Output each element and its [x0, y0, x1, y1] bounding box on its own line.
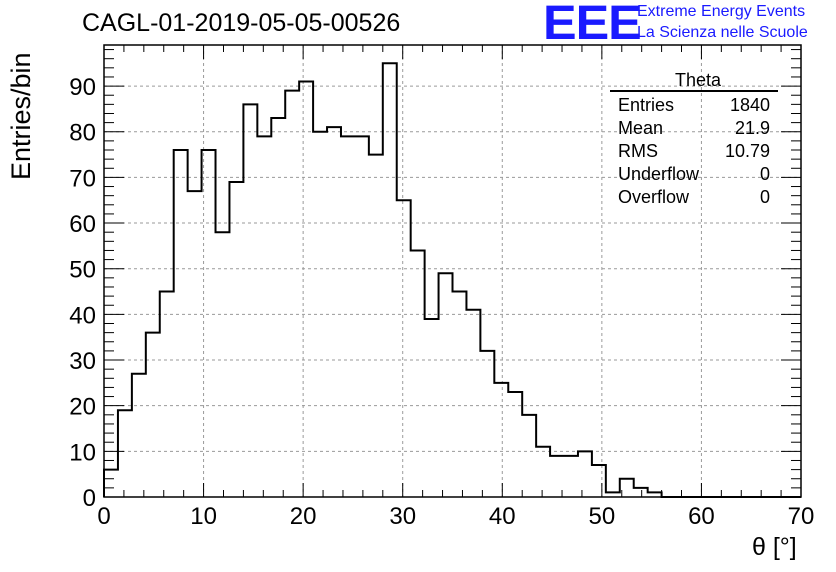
- histogram-bin: [536, 447, 550, 497]
- stats-row: Overflow 0: [608, 186, 778, 209]
- x-tick-label: 30: [389, 503, 416, 530]
- x-tick-label: 40: [489, 503, 516, 530]
- stats-label: Underflow: [618, 164, 700, 184]
- axis-ticks: [103, 45, 802, 498]
- x-tick-label: 60: [688, 503, 715, 530]
- histogram-bin: [327, 127, 341, 497]
- histogram-bin: [494, 383, 508, 497]
- histogram-bin: [355, 136, 369, 497]
- stats-value: 10.79: [724, 141, 770, 161]
- histogram-bin: [522, 415, 536, 497]
- histogram-bin: [132, 374, 146, 497]
- y-tick-label: 30: [69, 348, 96, 375]
- stats-label: Overflow: [618, 187, 690, 207]
- y-tick-label: 50: [69, 257, 96, 284]
- stats-label: RMS: [618, 141, 658, 161]
- stats-row: Mean 21.9: [608, 117, 778, 140]
- grid-lines: [104, 45, 801, 497]
- histogram-outline: [103, 62, 801, 498]
- y-tick-label: 40: [69, 302, 96, 329]
- stats-row: Entries 1840: [608, 94, 778, 117]
- histogram-bin: [453, 292, 467, 497]
- stats-divider: [610, 90, 778, 92]
- histogram-bin: [369, 155, 383, 497]
- histogram-bin: [480, 351, 494, 497]
- y-tick-label: 90: [69, 74, 96, 101]
- stats-row: RMS 10.79: [608, 140, 778, 163]
- histogram-bin: [411, 250, 425, 497]
- stats-value: 21.9: [734, 118, 770, 138]
- histogram-bin: [160, 292, 174, 497]
- x-tick-label: 20: [290, 503, 317, 530]
- stats-row: Underflow 0: [608, 163, 778, 186]
- stats-title: Theta: [674, 70, 722, 90]
- histogram-bin: [216, 232, 230, 497]
- stats-label: Entries: [618, 95, 675, 115]
- histogram-bin: [271, 118, 285, 497]
- eee-logo: EEE: [543, 0, 642, 50]
- stats-value: 0: [759, 187, 770, 207]
- histogram-bin: [564, 456, 578, 497]
- histogram-bin: [257, 136, 271, 497]
- x-tick-label: 10: [190, 503, 217, 530]
- x-axis-label: θ [°]: [752, 533, 797, 561]
- histogram-bin: [425, 319, 439, 497]
- histogram-bin: [104, 470, 118, 497]
- histogram-bin: [466, 310, 480, 497]
- histogram-bin: [439, 273, 453, 497]
- axis-tick-labels: 0 10 20 30 40 50 60 70 0 10 20 30 40 50 60 70 80 90: [69, 74, 814, 530]
- stats-label: Mean: [618, 118, 664, 138]
- stats-value: 0: [759, 164, 770, 184]
- histogram-bin: [508, 392, 522, 497]
- logo-line-2: La Scienza nelle Scuole: [637, 24, 808, 41]
- histogram-bin: [118, 410, 132, 497]
- histogram-bin: [592, 465, 606, 497]
- histogram-bin: [174, 150, 188, 497]
- histogram-bin: [341, 136, 355, 497]
- y-axis-label: Entries/bin: [6, 52, 36, 180]
- x-tick-label: 50: [589, 503, 616, 530]
- x-tick-label: 70: [788, 503, 815, 530]
- histogram-bin: [383, 63, 397, 497]
- x-tick-label: 0: [97, 503, 110, 530]
- histogram-bin: [243, 104, 257, 497]
- histogram-bin: [229, 182, 243, 497]
- plot-frame: [103, 44, 802, 498]
- histogram-bin: [299, 82, 313, 497]
- y-tick-label: 70: [69, 165, 96, 192]
- histogram-bin: [578, 451, 592, 497]
- y-tick-label: 60: [69, 211, 96, 238]
- histogram-bin: [634, 488, 648, 497]
- y-tick-label: 80: [69, 120, 96, 147]
- logo-line-1: Extreme Energy Events: [637, 3, 806, 20]
- y-tick-label: 10: [69, 439, 96, 466]
- histogram-bin: [146, 333, 160, 497]
- histogram-bin: [397, 200, 411, 497]
- stats-value: 1840: [729, 95, 770, 115]
- stats-box: Theta Entries 1840 Mean 21.9 RMS 10.79 U…: [608, 70, 778, 209]
- y-tick-label: 20: [69, 394, 96, 421]
- histogram-bin: [285, 91, 299, 497]
- y-tick-label: 0: [83, 485, 96, 512]
- chart-title: CAGL-01-2019-05-05-00526: [82, 9, 401, 37]
